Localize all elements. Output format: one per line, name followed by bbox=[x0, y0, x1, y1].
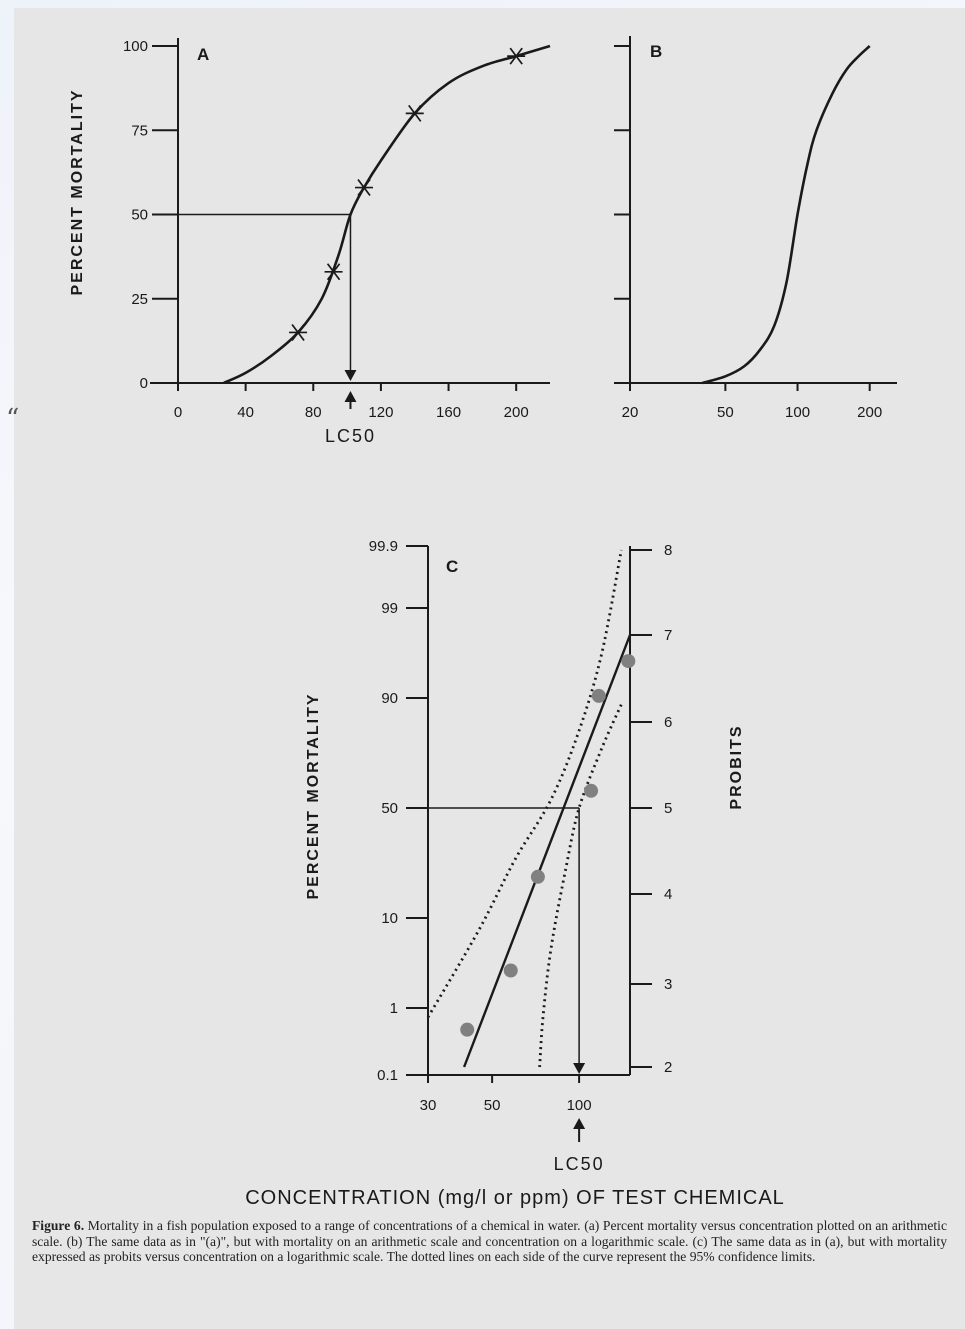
panel-a-x-tick-label: 120 bbox=[368, 404, 393, 421]
panel-c-percent-tick-label: 90 bbox=[381, 690, 398, 707]
panel-c-y2-axis-title: PROBITS bbox=[728, 724, 745, 809]
panel-c-probit-tick-label: 4 bbox=[664, 886, 672, 903]
panel-c-data-point bbox=[503, 963, 518, 978]
panel-c-upper-confidence-limit bbox=[426, 549, 623, 1018]
panel-c-chart: 0.1 1 10 50 90 99 99.9 2 3 4 5 6 7 8 30 50 100 C PERCENT M… bbox=[305, 538, 745, 1174]
panel-a-data-point bbox=[355, 179, 373, 197]
panel-a-data-point bbox=[289, 323, 308, 341]
panel-a-data-point-stroke bbox=[357, 179, 371, 197]
panel-c-percent-tick-label: 0.1 bbox=[377, 1067, 398, 1084]
panel-c-data-point bbox=[460, 1022, 475, 1037]
panel-a-mortality-curve bbox=[223, 44, 551, 385]
panel-c-percent-tick-label: 1 bbox=[390, 1000, 398, 1017]
panel-b-x-tick-label: 100 bbox=[785, 404, 810, 421]
panel-c-probit-tick-label: 8 bbox=[664, 542, 672, 559]
panel-c-probit-tick-label: 5 bbox=[664, 800, 672, 817]
panel-c-y-axis-title: PERCENT MORTALITY bbox=[305, 692, 322, 899]
caption-label: Figure 6. bbox=[32, 1218, 85, 1233]
figure-caption: Figure 6. Mortality in a fish population… bbox=[32, 1218, 947, 1265]
panel-a-x-tick-label: 0 bbox=[174, 404, 182, 421]
panel-c-probit-regression-line bbox=[462, 634, 632, 1068]
panel-a-chart: 0 25 50 75 100 0 40 80 120 160 200 A PERCENT MORTALI… bbox=[69, 38, 551, 446]
panel-c-letter: C bbox=[446, 557, 458, 576]
panel-c-probit-tick-label: 2 bbox=[664, 1059, 672, 1076]
panel-a-lc50-down-arrow bbox=[344, 370, 357, 381]
panel-c-lc50-label: LC50 bbox=[554, 1154, 605, 1174]
panel-a-y-axis-title: PERCENT MORTALITY bbox=[69, 88, 86, 295]
panel-b-x-tick-label: 20 bbox=[622, 404, 639, 421]
panel-a-data-point-stroke bbox=[408, 104, 422, 122]
panel-c-probit-tick-label: 6 bbox=[664, 714, 672, 731]
panel-c-percent-tick-label: 10 bbox=[381, 910, 398, 927]
panel-c-x-tick-label: 30 bbox=[420, 1097, 437, 1114]
caption-text: Mortality in a fish population exposed t… bbox=[32, 1218, 947, 1265]
panel-c-lower-confidence-limit bbox=[538, 704, 623, 1068]
panel-b-x-tick-label: 50 bbox=[717, 404, 734, 421]
panel-c-data-point bbox=[621, 654, 636, 669]
panel-c-percent-tick-label: 99.9 bbox=[369, 538, 398, 555]
panel-a-x-tick-label: 80 bbox=[305, 404, 322, 421]
panel-b-letter: B bbox=[650, 42, 662, 61]
panel-a-data-point-stroke bbox=[509, 47, 523, 65]
panel-a-lc50-label: LC50 bbox=[325, 426, 376, 446]
panel-c-percent-tick-label: 99 bbox=[381, 600, 398, 617]
panel-c-x-tick-label: 100 bbox=[567, 1097, 592, 1114]
panel-b-x-tick-label: 200 bbox=[857, 404, 882, 421]
panel-b-chart: 20 50 100 200 B bbox=[614, 36, 897, 421]
panel-a-x-tick-label: 200 bbox=[504, 404, 529, 421]
panel-c-lc50-up-arrow-head bbox=[573, 1118, 586, 1129]
panel-a-y-tick-label: 75 bbox=[131, 122, 148, 139]
panel-c-data-point bbox=[591, 688, 606, 703]
panel-a-data-point bbox=[324, 263, 343, 281]
panel-b-mortality-curve bbox=[701, 45, 871, 385]
scanned-figure-page bbox=[14, 8, 965, 1329]
panel-c-data-point bbox=[530, 869, 545, 884]
panel-a-data-point-stroke bbox=[326, 263, 341, 281]
panel-a-y-tick-label: 0 bbox=[140, 375, 148, 392]
panel-a-x-tick-label: 160 bbox=[436, 404, 461, 421]
panel-a-y-tick-label: 50 bbox=[131, 207, 148, 224]
panel-c-probit-tick-label: 7 bbox=[664, 627, 672, 644]
panel-a-y-tick-label: 100 bbox=[123, 38, 148, 55]
panel-a-data-point bbox=[405, 104, 424, 122]
panel-c-data-point bbox=[584, 783, 599, 798]
panel-a-x-tick-label: 40 bbox=[237, 404, 254, 421]
panel-a-letter: A bbox=[197, 45, 209, 64]
panel-c-lc50-down-arrow bbox=[573, 1063, 586, 1074]
panel-a-lc50-up-arrow-head bbox=[344, 391, 357, 402]
stray-quote-mark: “ bbox=[6, 404, 20, 434]
panel-a-data-point bbox=[507, 47, 526, 65]
panel-a-y-tick-label: 25 bbox=[131, 291, 148, 308]
panel-c-percent-tick-label: 50 bbox=[381, 800, 398, 817]
panel-a-data-point-stroke bbox=[291, 323, 305, 341]
figure-x-axis-title: CONCENTRATION (mg/l or ppm) OF TEST CHEM… bbox=[245, 1187, 785, 1209]
panel-c-probit-tick-label: 3 bbox=[664, 976, 672, 993]
panel-c-x-tick-label: 50 bbox=[484, 1097, 501, 1114]
